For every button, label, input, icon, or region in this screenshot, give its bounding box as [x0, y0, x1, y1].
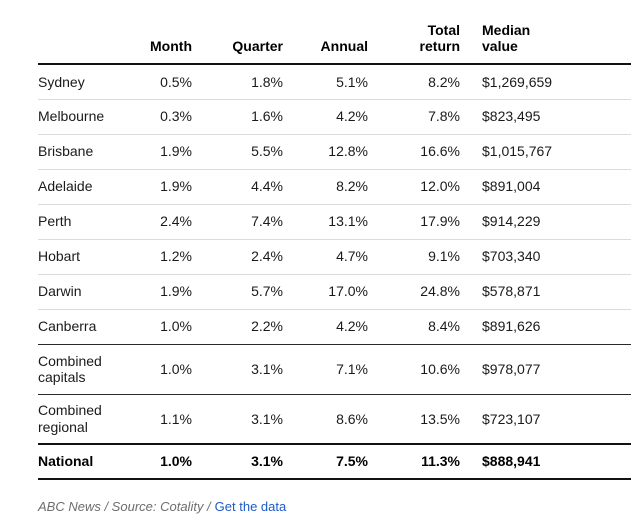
quarter-value: 3.1%: [251, 410, 283, 427]
month-value: 1.9%: [160, 283, 192, 300]
month-value: 1.9%: [160, 178, 192, 195]
month-value: 2.4%: [160, 213, 192, 230]
row-label: Adelaide: [38, 178, 93, 195]
annual-value: 13.1%: [328, 213, 368, 230]
total-return-value: 8.2%: [428, 73, 460, 90]
median-value: $823,495: [482, 108, 541, 125]
row-label: Melbourne: [38, 108, 105, 125]
table-row-combined-capitals: Combined capitals 1.0% 3.1% 7.1% 10.6% $…: [38, 344, 631, 395]
quarter-value: 3.1%: [251, 360, 283, 377]
quarter-value: 5.5%: [251, 143, 283, 160]
source-credit-text: ABC News / Source: Cotality /: [38, 499, 211, 514]
table-header: Month Quarter Annual Total return Median…: [38, 0, 631, 65]
median-value: $891,004: [482, 178, 541, 195]
row-label: Combined regional: [38, 402, 102, 435]
month-value: 1.1%: [160, 410, 192, 427]
table-row-canberra: Canberra 1.0% 2.2% 4.2% 8.4% $891,626: [38, 309, 631, 345]
annual-value: 17.0%: [328, 283, 368, 300]
table-body: Sydney 0.5% 1.8% 5.1% 8.2% $1,269,659 Me…: [38, 64, 631, 480]
column-header-annual: Annual: [320, 38, 368, 55]
column-header-median-value: Median value: [482, 22, 531, 55]
row-label: National: [38, 453, 94, 470]
quarter-value: 2.2%: [251, 318, 283, 335]
table-row-brisbane: Brisbane 1.9% 5.5% 12.8% 16.6% $1,015,76…: [38, 134, 631, 170]
month-value: 1.0%: [160, 453, 192, 470]
row-label: Canberra: [38, 318, 97, 335]
total-return-value: 7.8%: [428, 108, 460, 125]
total-return-value: 12.0%: [420, 178, 460, 195]
total-return-value: 9.1%: [428, 248, 460, 265]
row-label: Sydney: [38, 73, 85, 90]
total-return-value: 10.6%: [420, 360, 460, 377]
median-value: $723,107: [482, 410, 541, 427]
median-value: $1,015,767: [482, 143, 553, 160]
total-return-value: 13.5%: [420, 410, 460, 427]
housing-values-table-container: Month Quarter Annual Total return Median…: [38, 0, 631, 480]
annual-value: 4.2%: [336, 108, 368, 125]
total-return-value: 11.3%: [421, 453, 460, 470]
median-value: $978,077: [482, 360, 541, 377]
annual-value: 12.8%: [328, 143, 368, 160]
annual-value: 8.6%: [336, 410, 368, 427]
table-row-combined-regional: Combined regional 1.1% 3.1% 8.6% 13.5% $…: [38, 394, 631, 445]
quarter-value: 1.6%: [251, 108, 283, 125]
median-value: $888,941: [482, 453, 541, 470]
header-row: Month Quarter Annual Total return Median…: [38, 0, 631, 65]
total-return-value: 8.4%: [428, 318, 460, 335]
month-value: 1.0%: [160, 318, 192, 335]
annual-value: 5.1%: [336, 73, 368, 90]
median-value: $914,229: [482, 213, 541, 230]
row-label: Hobart: [38, 248, 81, 265]
column-header-quarter: Quarter: [232, 38, 283, 55]
credit-line: ABC News / Source: Cotality / Get the dat…: [38, 499, 286, 514]
median-value: $578,871: [482, 283, 541, 300]
table-row-sydney: Sydney 0.5% 1.8% 5.1% 8.2% $1,269,659: [38, 64, 631, 100]
annual-value: 7.1%: [336, 360, 368, 377]
quarter-value: 7.4%: [251, 213, 283, 230]
quarter-value: 4.4%: [251, 178, 283, 195]
annual-value: 8.2%: [336, 178, 368, 195]
table-row-darwin: Darwin 1.9% 5.7% 17.0% 24.8% $578,871: [38, 274, 631, 310]
quarter-value: 2.4%: [251, 248, 283, 265]
median-value: $1,269,659: [482, 73, 553, 90]
row-label: Combined capitals: [38, 352, 102, 386]
table-row-perth: Perth 2.4% 7.4% 13.1% 17.9% $914,229: [38, 204, 631, 240]
table-row-melbourne: Melbourne 0.3% 1.6% 4.2% 7.8% $823,495: [38, 99, 631, 135]
month-value: 0.5%: [160, 73, 192, 90]
total-return-value: 24.8%: [420, 283, 460, 300]
quarter-value: 1.8%: [251, 73, 283, 90]
column-header-region: [38, 0, 125, 64]
month-value: 0.3%: [160, 108, 192, 125]
annual-value: 4.7%: [336, 248, 368, 265]
quarter-value: 5.7%: [251, 283, 283, 300]
get-the-data-link[interactable]: Get the data: [214, 499, 287, 514]
annual-value: 7.5%: [336, 453, 368, 470]
housing-values-table: Month Quarter Annual Total return Median…: [38, 0, 631, 480]
row-label: Darwin: [38, 283, 82, 300]
month-value: 1.2%: [160, 248, 192, 265]
total-return-value: 16.6%: [420, 143, 460, 160]
column-header-total-return: Total return: [419, 22, 460, 55]
table-row-adelaide: Adelaide 1.9% 4.4% 8.2% 12.0% $891,004: [38, 169, 631, 205]
median-value: $891,626: [482, 318, 541, 335]
column-header-month: Month: [150, 38, 192, 55]
month-value: 1.9%: [160, 143, 192, 160]
row-label: Brisbane: [38, 143, 94, 160]
month-value: 1.0%: [160, 360, 192, 377]
row-label: Perth: [38, 213, 72, 230]
table-row-hobart: Hobart 1.2% 2.4% 4.7% 9.1% $703,340: [38, 239, 631, 275]
table-row-national: National 1.0% 3.1% 7.5% 11.3% $888,941: [38, 444, 631, 480]
median-value: $703,340: [482, 248, 541, 265]
quarter-value: 3.1%: [251, 453, 283, 470]
annual-value: 4.2%: [336, 318, 368, 335]
total-return-value: 17.9%: [420, 213, 460, 230]
